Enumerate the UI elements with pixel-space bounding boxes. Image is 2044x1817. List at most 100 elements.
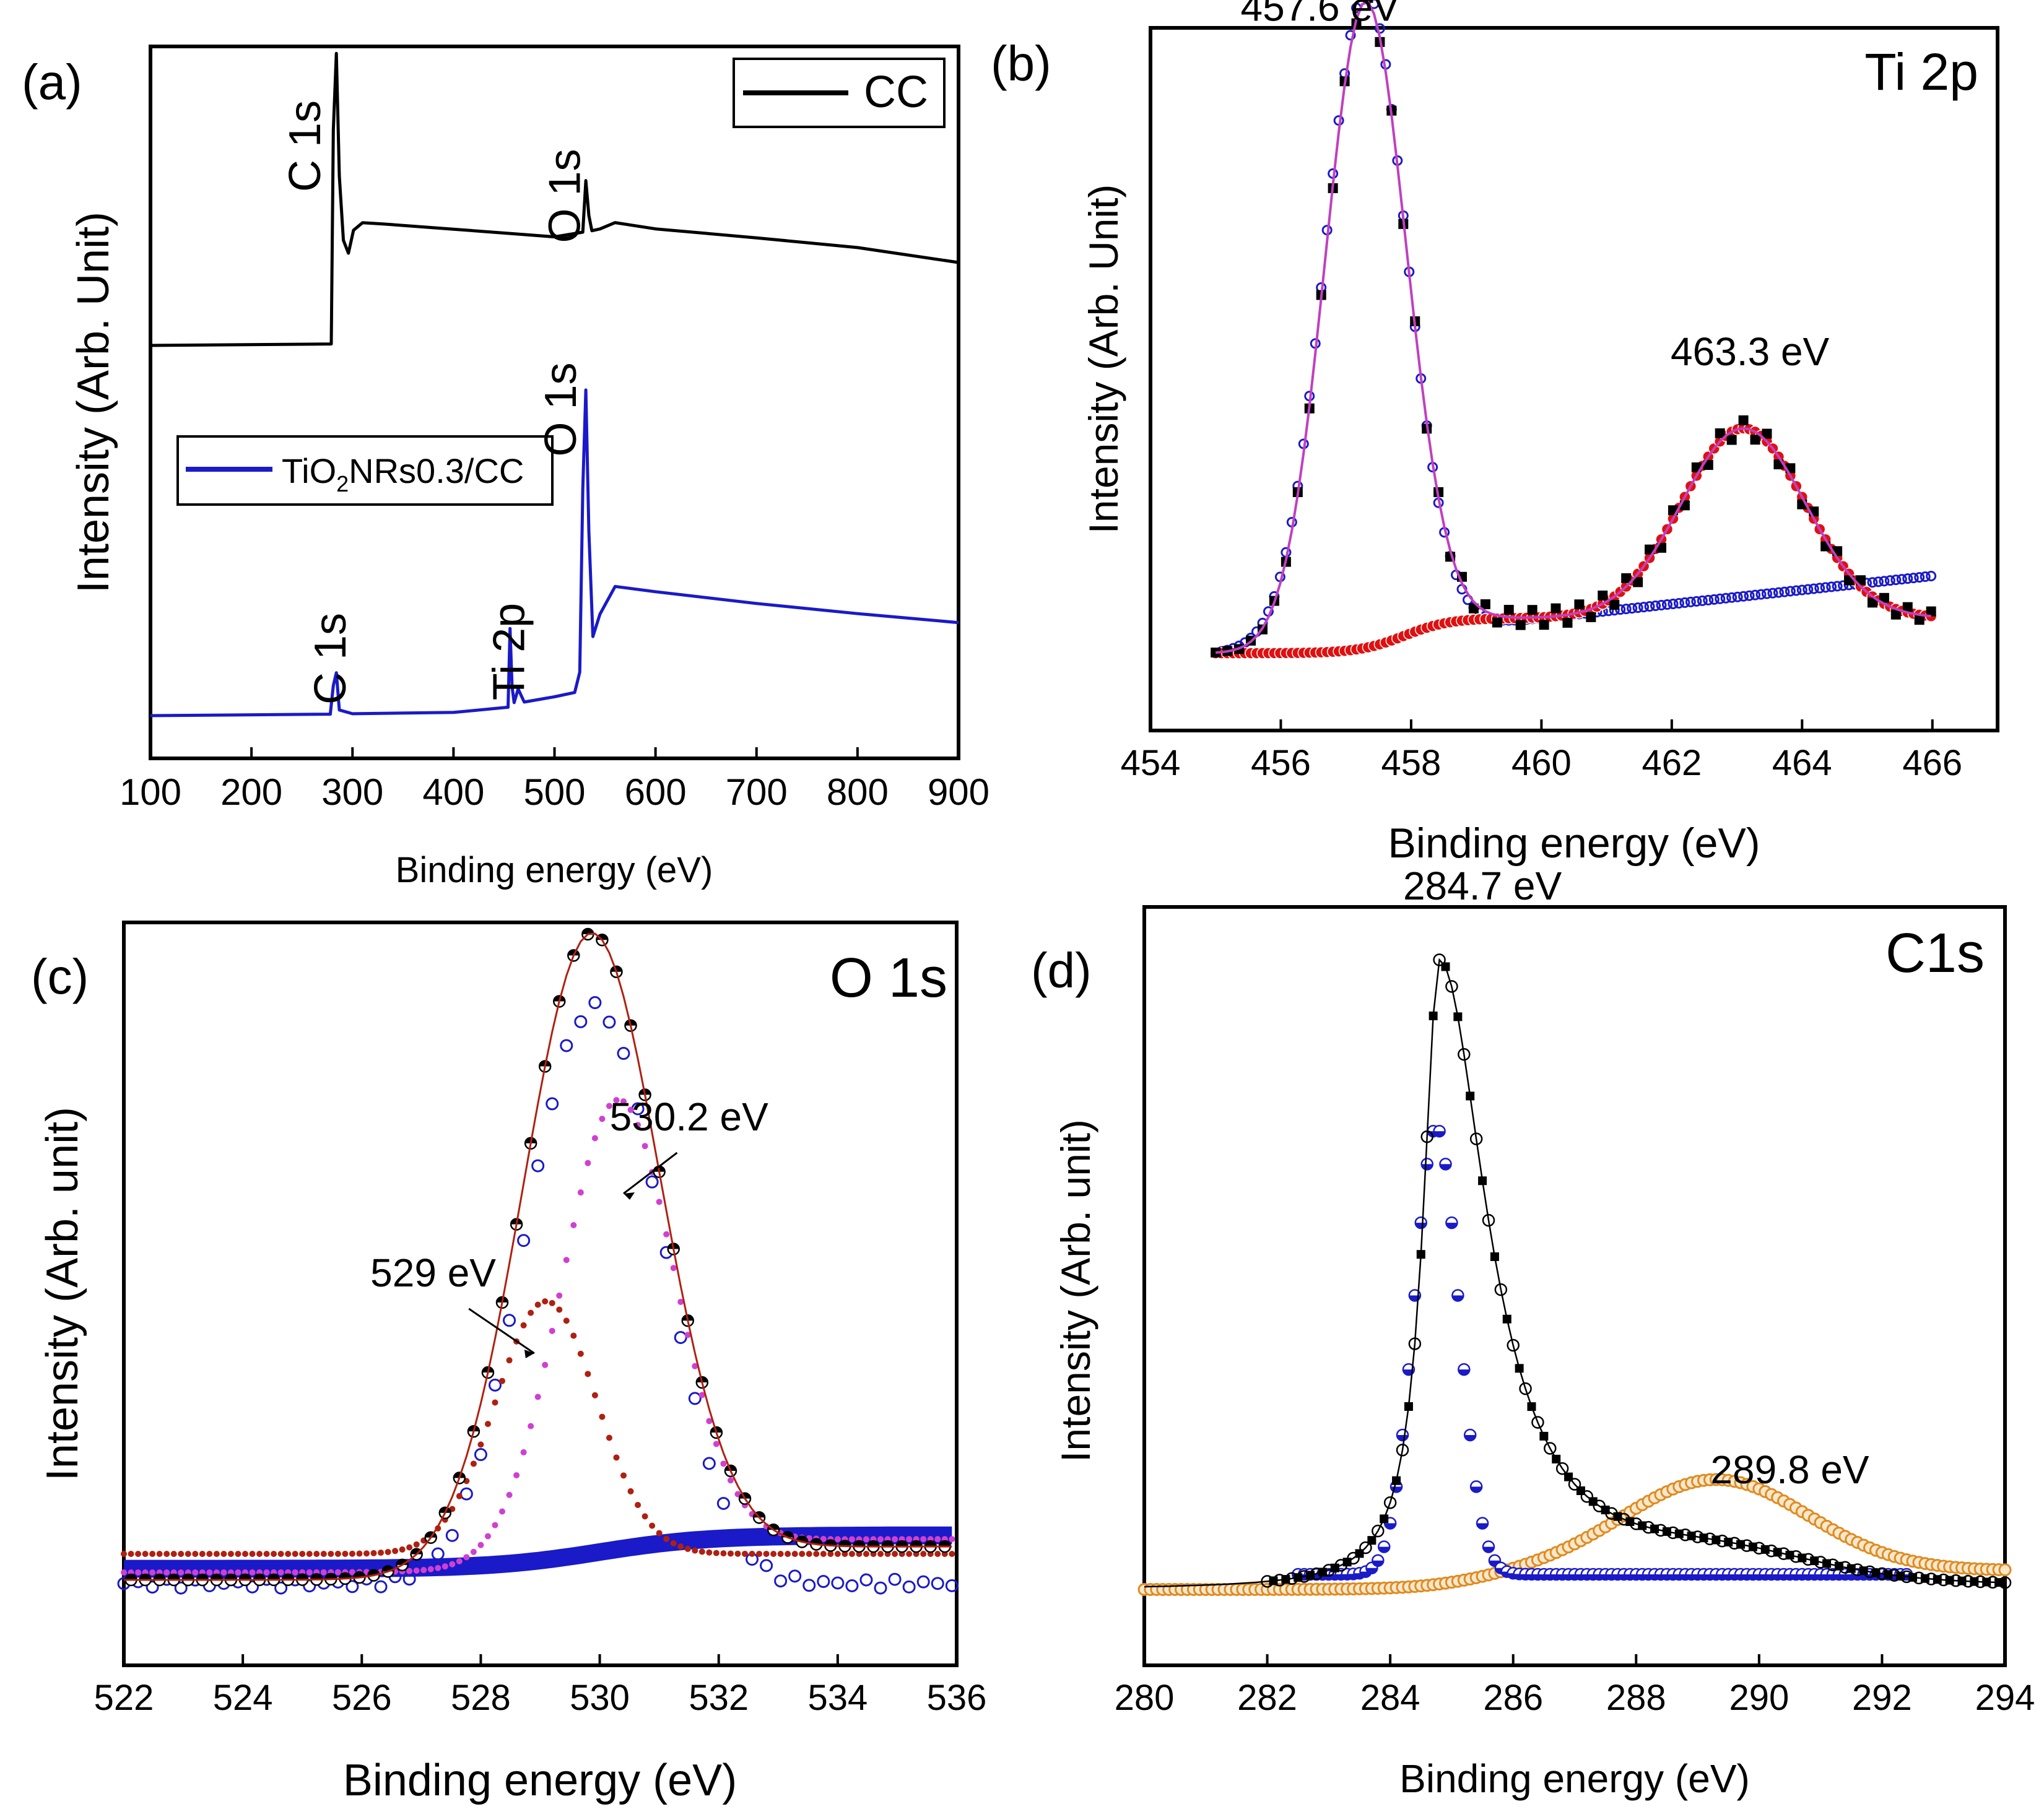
panel-c-magenta-point-64 xyxy=(577,1189,584,1196)
panel-c-red-point-72 xyxy=(635,1501,641,1508)
panel-c-open-point-55 xyxy=(902,1580,916,1594)
panel-c-magenta-point-6 xyxy=(163,1569,170,1576)
panel-a-xtick-label-7: 800 xyxy=(827,771,889,813)
panel-b-blue-point-78 xyxy=(1668,598,1679,609)
panel-c-open-point-47 xyxy=(788,1569,802,1583)
panel-c-magenta-point-16 xyxy=(235,1569,241,1576)
panel-b-xtick-label-3: 460 xyxy=(1511,743,1572,783)
panel-c-magenta-point-84 xyxy=(720,1460,727,1467)
panel-c-magenta-point-67 xyxy=(599,1116,606,1122)
panel-c-red-point-57 xyxy=(528,1309,534,1316)
panel-c-annotations: 530.2 eV 529 eV xyxy=(370,1095,768,1358)
panel-d-frame xyxy=(1142,905,2007,1667)
panel-c-magenta-point-80 xyxy=(692,1363,698,1369)
panel-c-magenta-point-73 xyxy=(641,1143,648,1150)
panel-c-open-point-56 xyxy=(916,1575,930,1589)
panel-c-magenta-point-57 xyxy=(528,1423,534,1429)
panel-c-open-point-31 xyxy=(560,1039,573,1052)
panel-b-blue-point-112 xyxy=(1867,577,1878,588)
panel-c-magenta-point-41 xyxy=(413,1567,420,1574)
panel-d-measured-point-50 xyxy=(1568,1478,1581,1491)
panel-c-magenta-point-83 xyxy=(713,1441,720,1447)
panel-c-open-point-33 xyxy=(588,996,602,1010)
panel-d-measured-point-16 xyxy=(1359,1541,1372,1555)
panel-c-xlabel: Binding energy (eV) xyxy=(343,1756,737,1805)
panel-c-xtick-label-3: 528 xyxy=(451,1678,511,1718)
panel-b-measured-point-30 xyxy=(1562,617,1573,628)
panel-c-red-point-102 xyxy=(848,1551,855,1557)
panel-d-blue-fill-12 xyxy=(1366,1568,1378,1574)
panel-c-measured-fill-3 xyxy=(168,1574,180,1580)
panel-b-blue-point-104 xyxy=(1820,582,1831,593)
panel-c-red-point-69 xyxy=(613,1454,620,1461)
panel-d-blue-fill-27 xyxy=(1458,1369,1470,1376)
panel-a-xtick-label-4: 500 xyxy=(523,771,585,813)
legend-label-tio2: TiO2NRs0.3/CC xyxy=(282,451,524,497)
panel-c-red-point-25 xyxy=(299,1550,306,1557)
panel-c-red-point-35 xyxy=(370,1550,377,1556)
panel-d-xtick-label-3: 286 xyxy=(1483,1678,1543,1718)
panel-c-title: O 1s xyxy=(830,947,947,1009)
panel-b-blue-point-99 xyxy=(1791,585,1802,596)
panel-c-magenta-point-98 xyxy=(820,1535,827,1542)
panel-b-blue-point-116 xyxy=(1890,575,1902,586)
panel-b-blue-point-83 xyxy=(1697,595,1708,606)
legend-label-tio2-sub: 2 xyxy=(336,471,349,497)
panel-c-red-point-29 xyxy=(328,1550,334,1557)
panel-a-annotation-0: C 1s xyxy=(281,100,330,192)
panel-c-magenta-point-63 xyxy=(570,1222,577,1229)
panel-c-open-point-58 xyxy=(945,1579,959,1592)
panel-b-ylabel: Intensity (Arb. Unit) xyxy=(1081,184,1126,534)
panel-c-envelope-line xyxy=(124,932,952,1581)
panel-label-a: (a) xyxy=(22,54,82,110)
panel-c-magenta-point-42 xyxy=(420,1567,427,1574)
panel-c-xtick-label-7: 536 xyxy=(927,1678,987,1718)
panel-d-annotation-1: 289.8 eV xyxy=(1710,1447,1869,1492)
panel-c-open-point-49 xyxy=(817,1575,830,1589)
panel-b-blue-point-88 xyxy=(1726,592,1737,603)
panel-b-blue-point-118 xyxy=(1902,573,1913,584)
panel-d-blue-fill-24 xyxy=(1440,1164,1451,1170)
panel-c-red-point-26 xyxy=(306,1550,313,1557)
panel-c-red-point-18 xyxy=(249,1551,256,1557)
panel-c-red-point-67 xyxy=(599,1413,606,1420)
legend-label-cc: CC xyxy=(864,67,928,117)
panel-c-magenta-point-71 xyxy=(627,1106,634,1113)
panel-c-xtick-label-5: 532 xyxy=(689,1678,749,1718)
panel-b-blue-point-98 xyxy=(1785,586,1796,597)
panel-c-magenta-point-112 xyxy=(920,1536,927,1543)
panel-c-red-point-14 xyxy=(220,1551,227,1557)
panel-c-red-point-8 xyxy=(178,1551,185,1557)
panel-b-blue-point-85 xyxy=(1708,594,1720,605)
panel-c-measured-fill-15 xyxy=(339,1572,351,1579)
panel-c-open-point-26 xyxy=(488,1378,502,1392)
panel-b-blue-point-67 xyxy=(1603,605,1614,617)
panel-c-measured-fill-32 xyxy=(582,928,594,934)
panel-c-red-point-23 xyxy=(285,1550,292,1557)
panel-b-measured-point-28 xyxy=(1539,620,1549,630)
panel-b-measured-point-59 xyxy=(1902,602,1913,612)
panel-c-measured-fill-0 xyxy=(125,1574,137,1580)
panel-c-red-point-77 xyxy=(670,1540,677,1546)
panel-c-red-point-10 xyxy=(192,1551,199,1557)
panel-c-measured-fill-57 xyxy=(939,1541,950,1547)
panel-c-measured-fill-11 xyxy=(282,1574,294,1580)
panel-c-red-point-41 xyxy=(413,1541,420,1548)
panel-d-xtick-label-2: 284 xyxy=(1360,1678,1420,1718)
panel-c-measured-fill-51 xyxy=(853,1540,865,1546)
panel-c-magenta-point-69 xyxy=(613,1096,620,1103)
panel-c-measured-fill-5 xyxy=(196,1574,208,1580)
panel-c-magenta-point-53 xyxy=(499,1508,506,1515)
panel-c-red-point-53 xyxy=(499,1377,506,1384)
panel-c-open-point-16 xyxy=(346,1580,359,1594)
panel-c-annotation-1: 529 eV xyxy=(370,1251,496,1295)
panel-c-red-point-73 xyxy=(641,1513,648,1520)
panel-b-blue-point-107 xyxy=(1838,580,1849,591)
panel-c-red-point-12 xyxy=(206,1551,213,1557)
panel-a-xtick-label-0: 100 xyxy=(120,771,181,813)
panel-c-red-point-106 xyxy=(877,1551,884,1557)
panel-c-red-point-61 xyxy=(556,1306,563,1313)
panel-b-measured-point-47 xyxy=(1762,428,1772,439)
panel-c-open-point-48 xyxy=(802,1579,816,1592)
panel-b-measured-point-36 xyxy=(1633,577,1643,588)
